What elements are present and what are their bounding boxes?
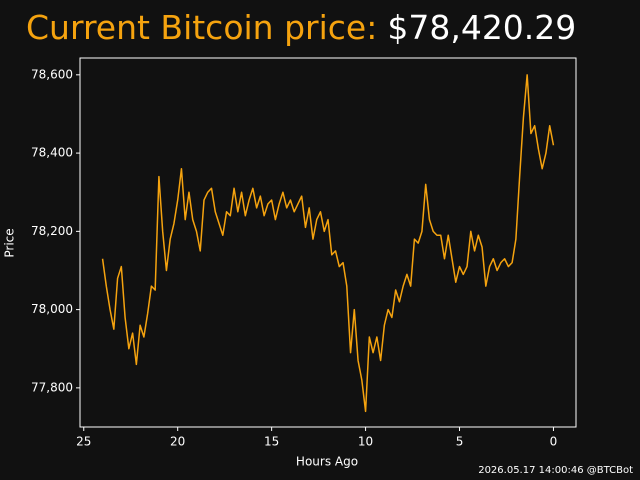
y-tick-label: 78,400 xyxy=(31,146,73,160)
chart-title: Current Bitcoin price: $78,420.29 xyxy=(26,8,576,47)
x-tick-label: 10 xyxy=(358,435,373,449)
x-tick-label: 20 xyxy=(170,435,185,449)
footer: 2026.05.17 14:00:46 @BTCBot xyxy=(478,465,633,476)
price-line xyxy=(101,74,555,413)
y-axis-label: Price xyxy=(3,228,17,257)
y-tick-label: 78,000 xyxy=(31,302,73,316)
y-tick-label: 78,200 xyxy=(31,224,73,238)
y-tick-label: 78,600 xyxy=(31,67,73,81)
x-axis-label: Hours Ago xyxy=(296,455,358,469)
x-tick-label: 5 xyxy=(456,435,464,449)
plot-frame xyxy=(79,57,577,428)
y-tick-label: 77,800 xyxy=(31,380,73,394)
x-tick-label: 15 xyxy=(264,435,279,449)
x-tick-label: 0 xyxy=(550,435,558,449)
title-label: Current Bitcoin price: xyxy=(26,8,377,47)
current-price: $78,420.29 xyxy=(387,8,576,47)
x-tick-label: 25 xyxy=(76,435,91,449)
